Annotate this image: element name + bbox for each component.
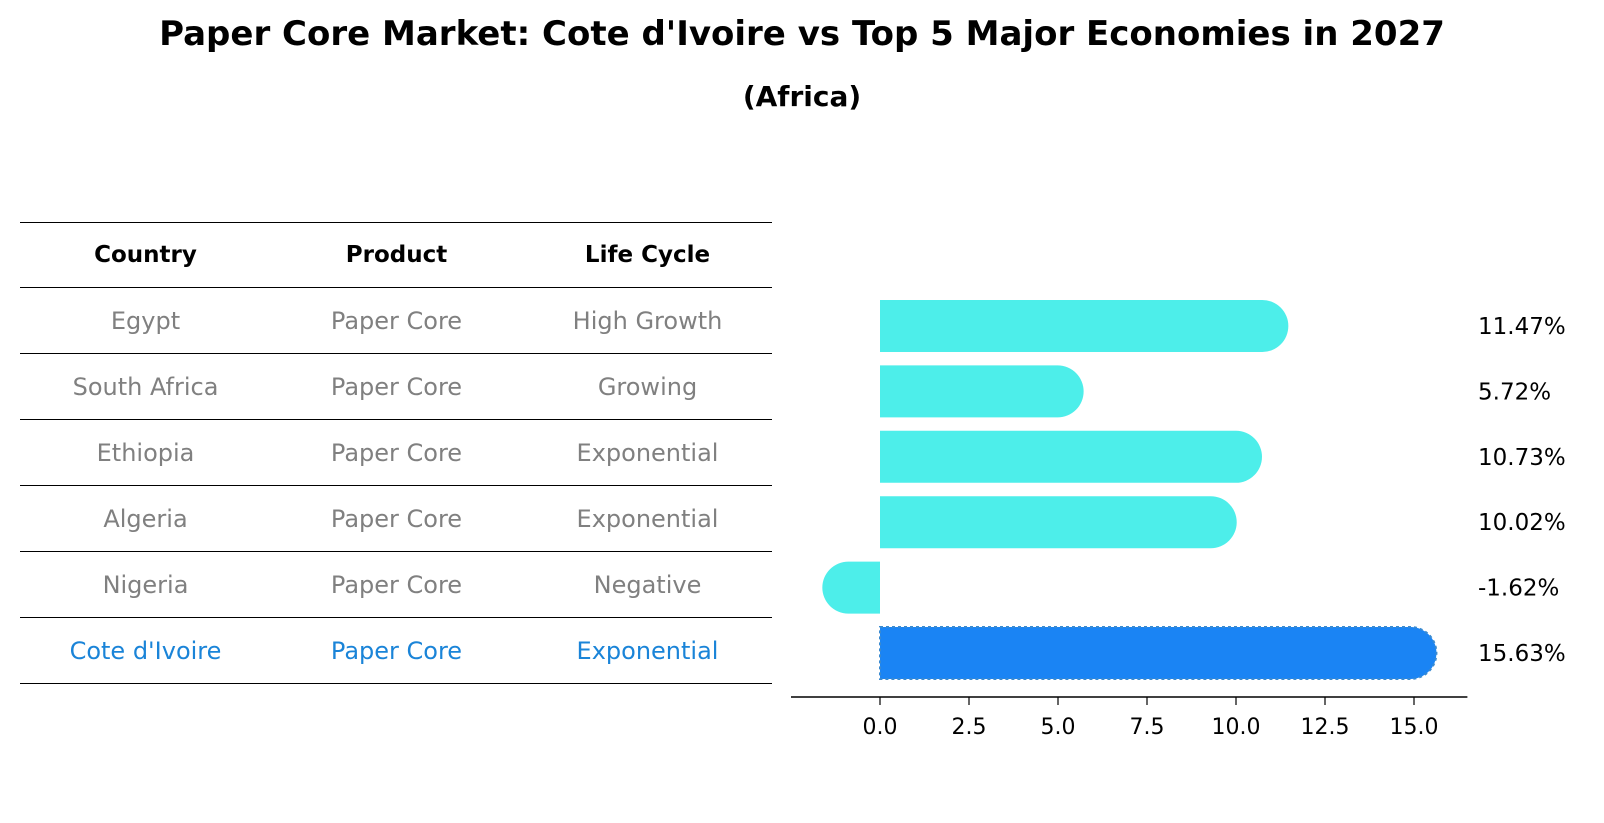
bar-ethiopia — [880, 430, 1262, 483]
cell-life-cycle: Negative — [593, 570, 702, 599]
x-tick-label: 10.0 — [1212, 715, 1261, 740]
chart-subtitle: (Africa) — [742, 80, 862, 113]
bar-cote-d-ivoire — [879, 626, 1438, 680]
bar-value-label: 10.73% — [1478, 445, 1566, 471]
cell-life-cycle: High Growth — [572, 306, 723, 335]
header-life-cycle: Life Cycle — [584, 242, 711, 268]
bar-south-africa — [880, 365, 1084, 418]
bar-value-label: 10.02% — [1478, 510, 1566, 536]
bar-value-label: 15.63% — [1478, 641, 1566, 667]
header-country: Country — [94, 242, 197, 268]
x-tick-label: 0.0 — [863, 715, 898, 740]
bar-nigeria — [822, 561, 880, 614]
cell-life-cycle: Exponential — [576, 504, 719, 533]
cell-product: Paper Core — [330, 504, 463, 533]
bar-value-label: 5.72% — [1478, 379, 1551, 405]
cell-product: Paper Core — [330, 570, 463, 599]
cell-country: Cote d'Ivoire — [69, 636, 222, 665]
table-row: Egypt Paper Core High Growth — [20, 288, 772, 354]
table-row-highlight: Cote d'Ivoire Paper Core Exponential — [20, 618, 772, 684]
bar-value-label: 11.47% — [1478, 314, 1566, 340]
x-tick-label: 5.0 — [1041, 715, 1076, 740]
country-table: Country Product Life Cycle Egypt Paper C… — [20, 222, 772, 684]
cell-life-cycle: Growing — [597, 372, 698, 401]
cell-life-cycle: Exponential — [576, 636, 719, 665]
x-tick-label: 15.0 — [1390, 715, 1439, 740]
table-row: Nigeria Paper Core Negative — [20, 552, 772, 618]
bar-algeria — [880, 496, 1237, 549]
table-row: Ethiopia Paper Core Exponential — [20, 420, 772, 486]
cell-product: Paper Core — [330, 372, 463, 401]
x-tick-label: 2.5 — [952, 715, 987, 740]
cell-country: Egypt — [110, 306, 181, 335]
cell-life-cycle: Exponential — [576, 438, 719, 467]
bar-egypt — [880, 300, 1289, 352]
table-row: South Africa Paper Core Growing — [20, 354, 772, 420]
x-tick-label: 7.5 — [1130, 715, 1165, 740]
cell-country: Nigeria — [102, 570, 189, 599]
table-row: Algeria Paper Core Exponential — [20, 486, 772, 552]
cell-product: Paper Core — [330, 438, 463, 467]
bar-value-label: -1.62% — [1478, 576, 1559, 602]
cell-product: Paper Core — [330, 306, 463, 335]
cell-country: Ethiopia — [96, 438, 195, 467]
table-header-row: Country Product Life Cycle — [20, 222, 772, 288]
cell-country: South Africa — [72, 372, 219, 401]
chart-title: Paper Core Market: Cote d'Ivoire vs Top … — [159, 14, 1445, 54]
cell-country: Algeria — [103, 504, 188, 533]
cell-product: Paper Core — [330, 636, 463, 665]
header-product: Product — [345, 242, 448, 268]
x-tick-label: 12.5 — [1301, 715, 1350, 740]
